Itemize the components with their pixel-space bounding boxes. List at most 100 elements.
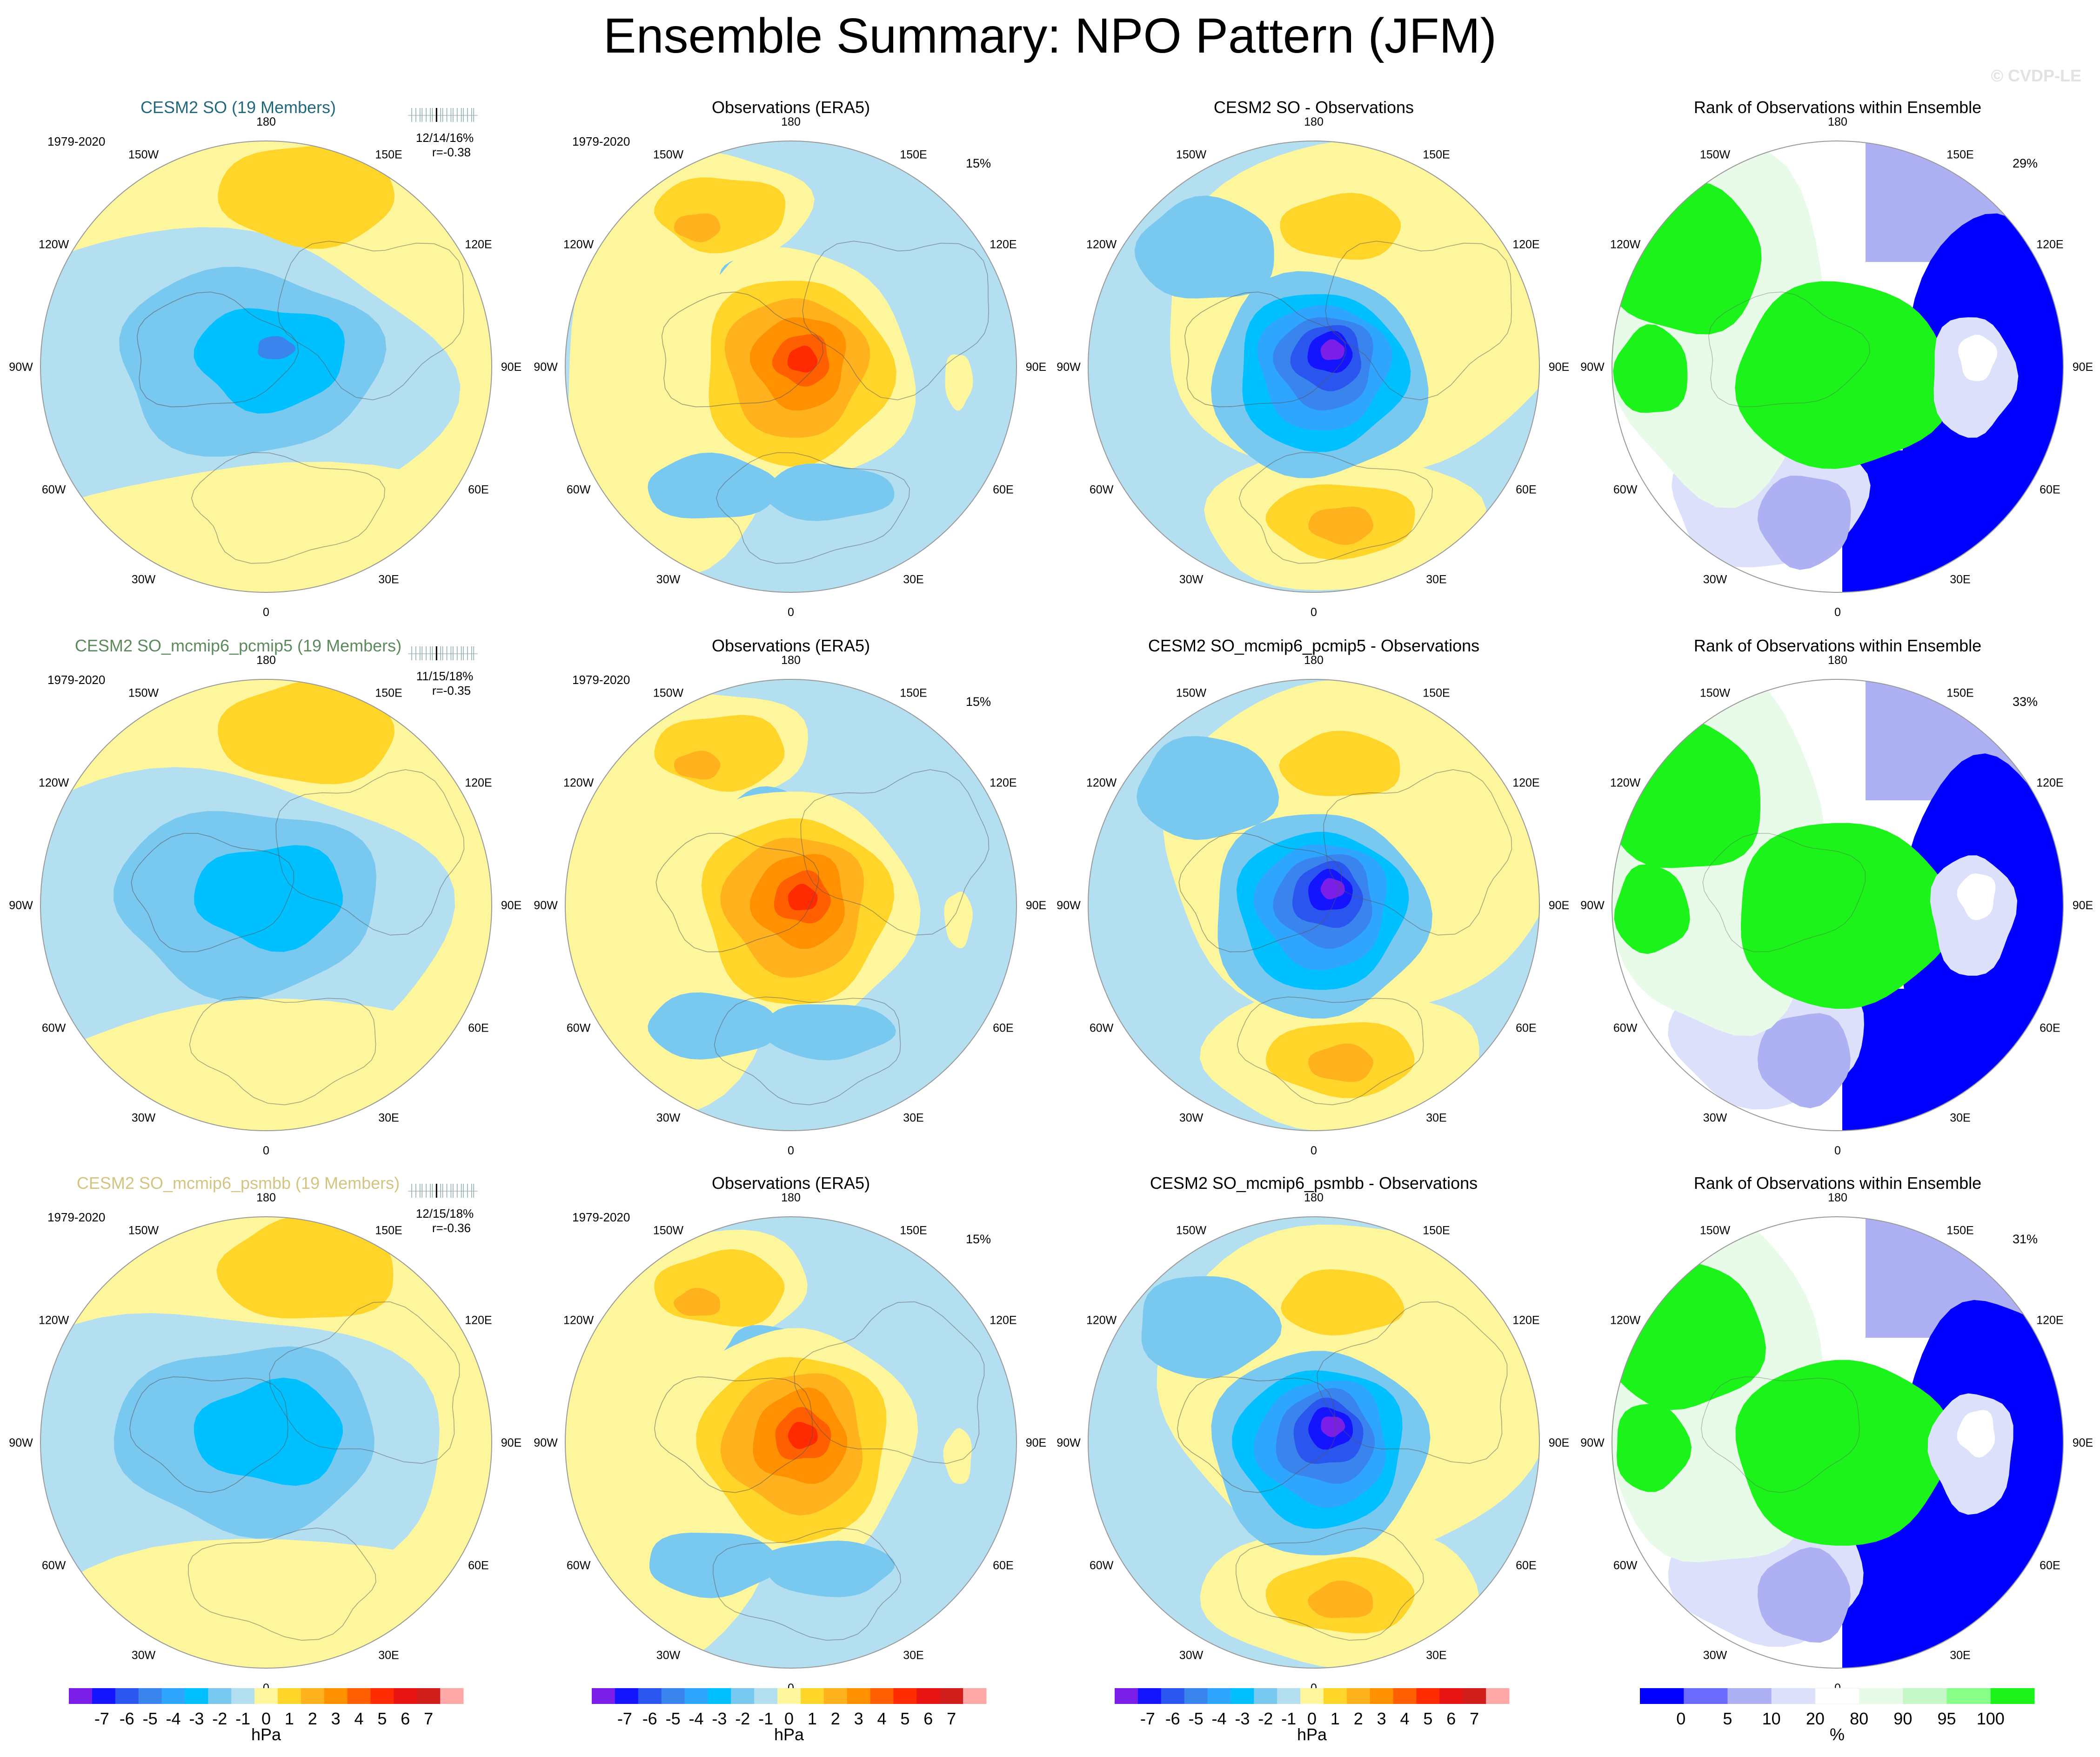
lon-label: 150E	[1946, 1224, 1973, 1237]
lon-label: 120E	[465, 777, 492, 790]
positive-region	[787, 346, 818, 373]
lon-label: 30W	[1179, 1649, 1204, 1662]
panel-rank-row2: 180 150E 120E 90E 60E 30E 0 30W 60W 90W 120W 150W Ra…	[1580, 636, 2093, 1157]
rank-region	[1735, 281, 1952, 469]
lon-label: 120W	[39, 238, 69, 251]
colorbar-swatch	[1727, 1688, 1772, 1704]
lon-label: 60W	[1090, 1559, 1114, 1572]
colorbar-tick-label: -6	[642, 1709, 657, 1728]
negative-region	[1136, 736, 1279, 840]
lon-label: 150W	[1700, 1224, 1731, 1237]
lon-label: 30W	[1703, 1649, 1727, 1662]
lon-label: 90W	[1057, 361, 1081, 374]
lon-label: 0	[263, 1144, 269, 1157]
colorbar-swatch	[592, 1688, 615, 1704]
colorbar-tick-label: -1	[235, 1709, 250, 1728]
lon-label: 30W	[132, 573, 156, 586]
lon-label: 90W	[9, 899, 33, 912]
map-border	[40, 679, 492, 1131]
colorbar-tick-label: 7	[1470, 1709, 1479, 1728]
panel-title: CESM2 SO (19 Members)	[140, 98, 336, 117]
colorbar-tick-label: 5	[1723, 1709, 1732, 1728]
rank-region	[1617, 1404, 1692, 1492]
panel-diff-row1: 180 150E 120E 90E 60E 30E 0 30W 60W 90W 120W 150W CE…	[1057, 98, 1569, 619]
colorbar-tick-label: 6	[401, 1709, 410, 1728]
lon-label: 30W	[656, 1649, 681, 1662]
rank-region	[1957, 1410, 1995, 1458]
colorbar-swatch	[1903, 1688, 1947, 1704]
colorbar-tick-label: 0	[261, 1709, 271, 1728]
colorbar-swatch	[1184, 1688, 1208, 1704]
map-border	[1612, 141, 2064, 593]
lon-label: 30W	[132, 1649, 156, 1662]
map-fill	[1136, 679, 1539, 1131]
coastline	[800, 769, 990, 936]
colorbar-swatch	[1684, 1688, 1728, 1704]
coastline	[1708, 291, 1871, 408]
lon-label: 30E	[1950, 1649, 1970, 1662]
colorbar-swatch	[1277, 1688, 1301, 1704]
percent-label: 31%	[2013, 1232, 2038, 1246]
coastline	[661, 291, 824, 408]
colorbar-tick-label: -2	[735, 1709, 750, 1728]
percent-label: 33%	[2013, 695, 2038, 709]
colorbar-unit-label: %	[1830, 1725, 1845, 1744]
colorbar-tick-label: -7	[617, 1709, 632, 1728]
colorbar-swatch	[1463, 1688, 1486, 1704]
colorbar-tick-label: -7	[94, 1709, 109, 1728]
colorbar-tick-label: -4	[1211, 1709, 1226, 1728]
lon-label: 150E	[1423, 687, 1450, 700]
lon-label: 90W	[1057, 1436, 1081, 1449]
positive-region	[944, 892, 973, 949]
lon-label: 60W	[1613, 1559, 1638, 1572]
map-fill	[565, 693, 990, 1120]
coastline	[1323, 769, 1512, 936]
colorbar-unit-label: hPa	[251, 1725, 281, 1744]
lon-label: 60W	[567, 1559, 591, 1572]
colorbar-swatch	[69, 1688, 93, 1704]
lon-label: 90E	[1549, 899, 1569, 912]
colorbar-swatch	[1323, 1688, 1347, 1704]
rank-region	[1614, 864, 1690, 954]
negative-region	[1141, 1276, 1282, 1379]
rank-region	[1958, 335, 1998, 381]
lon-label: 150E	[375, 687, 402, 700]
lon-label: 120E	[990, 1314, 1017, 1327]
panel-model-row2: 180 150E 120E 90E 60E 30E 0 30W 60W 90W 120W 150W CE…	[9, 636, 522, 1157]
colorbar-swatch	[731, 1688, 755, 1704]
map-border	[40, 1216, 492, 1669]
lon-label: 0	[788, 1144, 794, 1157]
lon-label: 150W	[1700, 687, 1731, 700]
map-fill	[40, 1217, 492, 1668]
colorbar-swatch	[940, 1688, 963, 1704]
lon-label: 90W	[1057, 899, 1081, 912]
lon-label: 180	[781, 1191, 801, 1204]
colorbar-swatch	[1346, 1688, 1371, 1704]
colorbar-tick-label: -2	[1258, 1709, 1273, 1728]
colorbar-swatch	[1640, 1688, 1684, 1704]
colorbar-swatch	[231, 1688, 255, 1704]
colorbar-swatch	[161, 1688, 185, 1704]
colorbar-tick-label: 7	[424, 1709, 433, 1728]
map-border	[565, 141, 1017, 593]
lon-label: 150W	[128, 148, 159, 161]
lon-label: 120E	[2036, 1314, 2063, 1327]
panel-title: Rank of Observations within Ensemble	[1694, 98, 1981, 117]
colorbar-tick-label: -7	[1140, 1709, 1155, 1728]
colorbar-tick-label: -6	[120, 1709, 134, 1728]
colorbar-tick-label: -5	[143, 1709, 158, 1728]
positive-region	[40, 462, 492, 592]
colorbar-swatch	[254, 1688, 278, 1704]
period-label: 1979-2020	[47, 1210, 105, 1224]
lon-label: 60E	[2040, 1559, 2060, 1572]
colorbar-tick-label: -4	[166, 1709, 181, 1728]
positive-region	[40, 999, 492, 1131]
coastline	[1237, 996, 1424, 1106]
page-title: Ensemble Summary: NPO Pattern (JFM)	[603, 8, 1497, 63]
lon-label: 150W	[653, 687, 684, 700]
colorbar-tick-label: 6	[1446, 1709, 1456, 1728]
lon-label: 30E	[378, 1111, 399, 1124]
lon-label: 90E	[501, 899, 522, 912]
lon-label: 120W	[1610, 238, 1641, 251]
coastline	[277, 241, 464, 401]
